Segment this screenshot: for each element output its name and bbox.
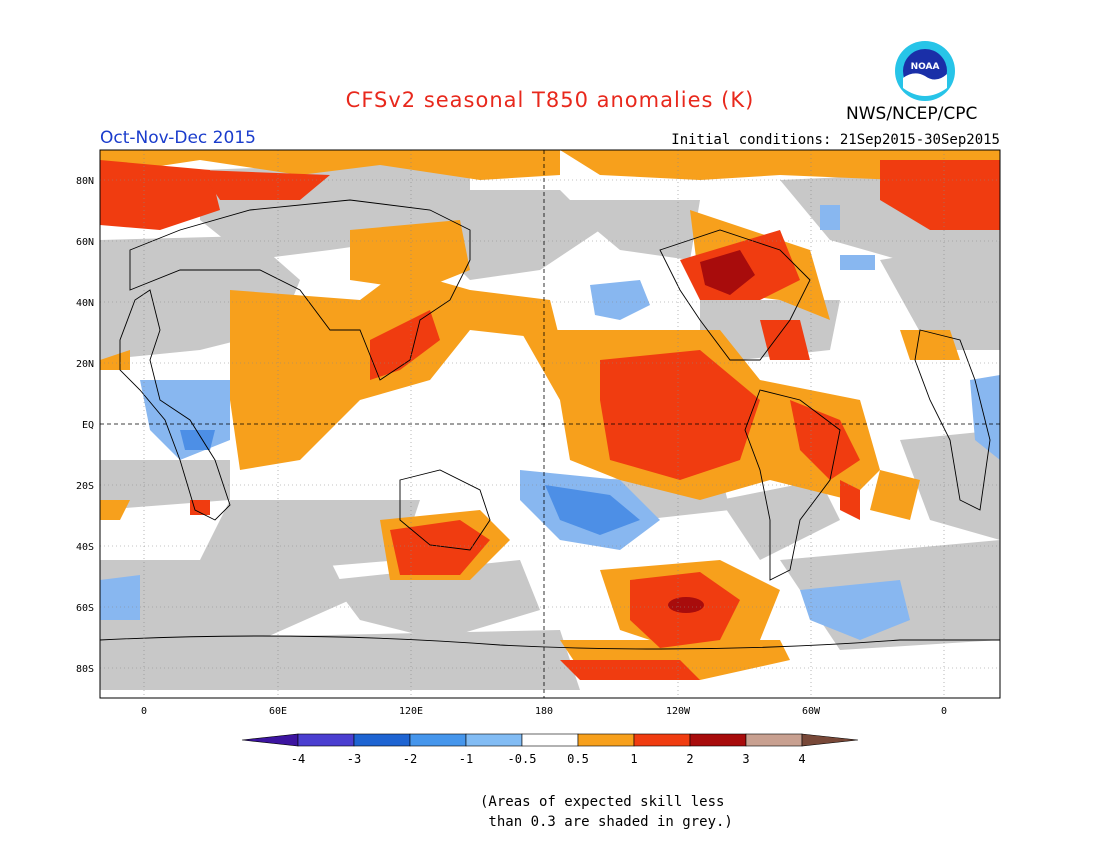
lat-label: 40S bbox=[76, 542, 94, 553]
lon-label: 120E bbox=[399, 706, 423, 717]
legend-tick-label: -4 bbox=[290, 752, 306, 766]
initial-conditions: Initial conditions: 21Sep2015-30Sep2015 bbox=[671, 132, 1000, 148]
lon-labels: 0 60E 120E 180 120W 60W 0 bbox=[141, 706, 947, 717]
legend-swatch bbox=[297, 733, 355, 747]
lat-label: 80N bbox=[76, 176, 94, 187]
lat-label: 20S bbox=[76, 481, 94, 492]
forecast-period: Oct-Nov-Dec 2015 bbox=[100, 128, 256, 148]
center-lines bbox=[100, 150, 1000, 698]
map-title: CFSv2 seasonal T850 anomalies (K) bbox=[345, 88, 755, 112]
legend-swatch bbox=[801, 733, 859, 747]
legend-swatch bbox=[409, 733, 467, 747]
lat-label: EQ bbox=[82, 420, 94, 431]
legend-swatch bbox=[745, 733, 803, 747]
legend-tick-label: 2 bbox=[686, 752, 694, 766]
coastlines bbox=[100, 199, 1000, 650]
legend-bar bbox=[241, 733, 859, 747]
lat-label: 80S bbox=[76, 664, 94, 675]
legend-tick-label: 3 bbox=[742, 752, 750, 766]
legend-swatch bbox=[465, 733, 523, 747]
color-legend: -4 -3 -2 -1 -0.5 0.5 1 2 3 4 bbox=[238, 732, 862, 772]
legend-swatch bbox=[241, 733, 299, 747]
graticule bbox=[100, 150, 1000, 698]
legend-tick-label: -1 bbox=[458, 752, 474, 766]
legend-tick-label: -3 bbox=[346, 752, 362, 766]
legend-tick-label: 1 bbox=[630, 752, 638, 766]
lat-label: 60N bbox=[76, 237, 94, 248]
agency-label: NWS/NCEP/CPC bbox=[846, 104, 978, 124]
lon-label: 60W bbox=[802, 706, 821, 717]
legend-swatch bbox=[689, 733, 747, 747]
lat-label: 40N bbox=[76, 298, 94, 309]
lon-label: 120W bbox=[666, 706, 691, 717]
lat-labels: 80N 60N 40N 20N EQ 20S 40S 60S 80S bbox=[76, 176, 94, 675]
skill-note: (Areas of expected skill less than 0.3 a… bbox=[480, 794, 733, 830]
lon-label: 180 bbox=[535, 706, 553, 717]
legend-swatch bbox=[577, 733, 635, 747]
legend-swatch bbox=[633, 733, 691, 747]
noaa-logo: NOAA bbox=[895, 41, 955, 101]
negative-anomaly-mid bbox=[180, 430, 640, 535]
lon-label: 0 bbox=[941, 706, 947, 717]
legend-tick-label: 4 bbox=[798, 752, 806, 766]
positive-anomaly-strong bbox=[668, 250, 755, 613]
map-field bbox=[100, 150, 1000, 698]
noaa-logo-text: NOAA bbox=[911, 62, 940, 72]
legend-tick-label: -0.5 bbox=[507, 752, 537, 766]
lon-label: 60E bbox=[269, 706, 287, 717]
legend-tick-label: -2 bbox=[402, 752, 418, 766]
legend-swatch bbox=[353, 733, 411, 747]
lon-label: 0 bbox=[141, 706, 147, 717]
legend-swatch bbox=[521, 733, 579, 747]
lat-label: 20N bbox=[76, 359, 94, 370]
lat-label: 60S bbox=[76, 603, 94, 614]
map-frame bbox=[99, 149, 1001, 699]
legend-tick-label: 0.5 bbox=[567, 752, 589, 766]
